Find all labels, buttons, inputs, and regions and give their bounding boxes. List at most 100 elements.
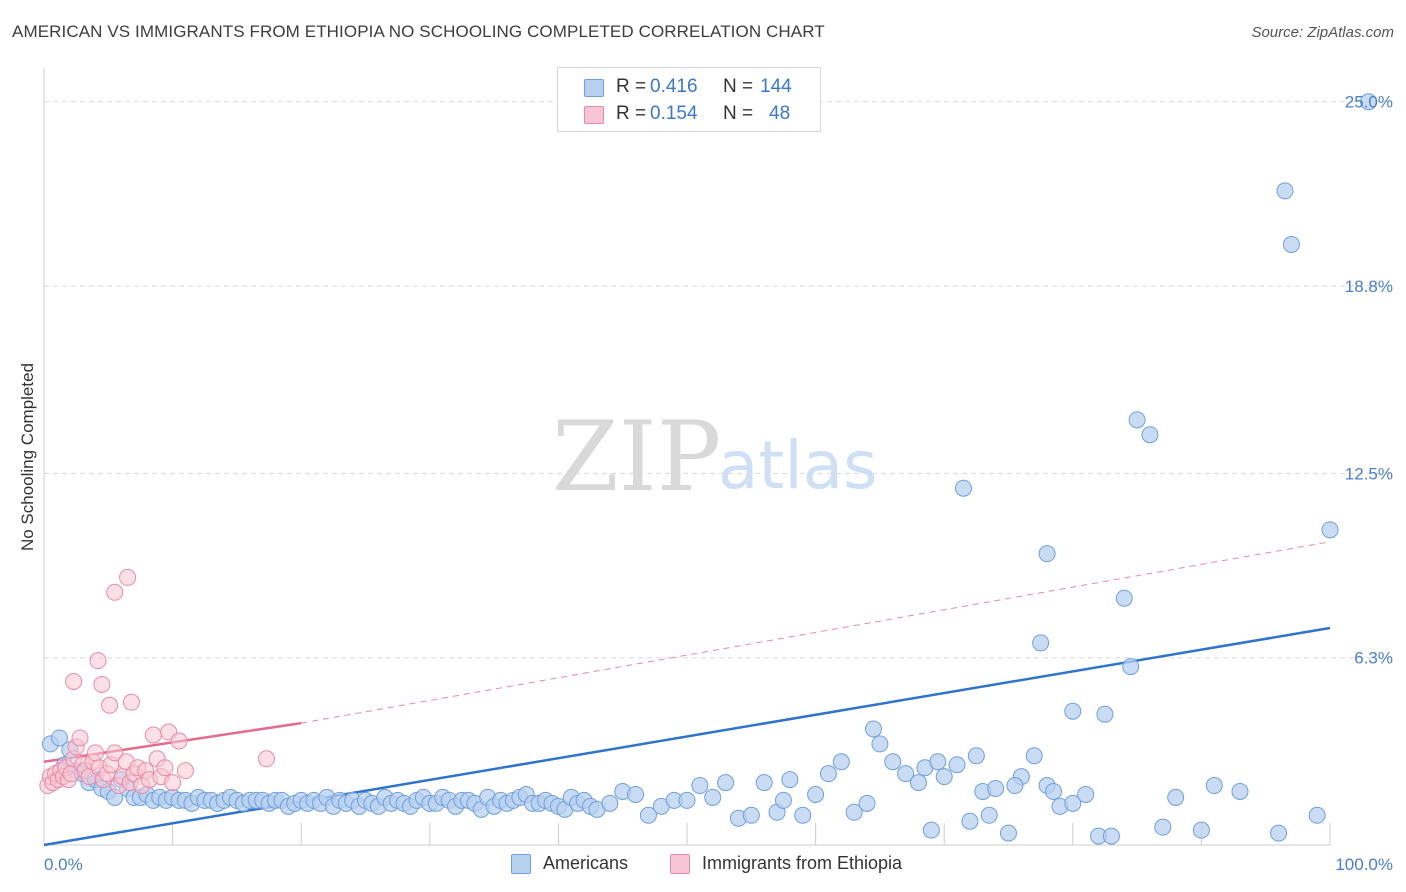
point-americans: [1122, 658, 1140, 676]
point-americans: [858, 794, 876, 812]
r-label: R =: [616, 76, 647, 97]
point-americans: [864, 720, 882, 738]
y-tick-label: 6.3%: [1354, 649, 1393, 668]
y-axis-label: No Schooling Completed: [18, 363, 37, 551]
point-americans: [948, 756, 966, 774]
point-immigrants-from-ethiopia: [164, 774, 182, 792]
source-credit: Source: ZipAtlas.com: [1251, 24, 1394, 41]
n-label: N =: [723, 103, 754, 124]
point-americans: [1205, 777, 1223, 795]
point-americans: [781, 771, 799, 789]
point-americans: [678, 791, 696, 809]
point-americans: [819, 765, 837, 783]
y-tick-label: 25.0%: [1345, 93, 1393, 112]
point-americans: [755, 774, 773, 792]
legend-swatch-americans: [511, 854, 531, 874]
point-americans: [1006, 777, 1024, 795]
x-tick-labels: 0.0% 100.0%: [44, 855, 1393, 874]
watermark-zip: ZIP: [552, 401, 721, 513]
point-immigrants-from-ethiopia: [257, 750, 275, 768]
point-immigrants-from-ethiopia: [65, 672, 83, 690]
point-americans: [1192, 821, 1210, 839]
point-americans: [922, 821, 940, 839]
point-americans: [50, 729, 68, 747]
point-americans: [980, 806, 998, 824]
point-immigrants-from-ethiopia: [71, 729, 89, 747]
point-americans: [1115, 589, 1133, 607]
point-americans: [1025, 747, 1043, 765]
series-immigrants-from-ethiopia: [39, 568, 275, 795]
point-americans: [1064, 794, 1082, 812]
chart-title: AMERICAN VS IMMIGRANTS FROM ETHIOPIA NO …: [12, 22, 825, 41]
r-value: 0.416: [650, 76, 698, 97]
point-americans: [639, 806, 657, 824]
point-americans: [967, 747, 985, 765]
point-americans: [807, 785, 825, 803]
point-immigrants-from-ethiopia: [86, 744, 104, 762]
point-americans: [1038, 545, 1056, 563]
stats-row-americans: R = 0.416 N = 144: [558, 75, 820, 101]
x-tick-label: 100.0%: [1335, 855, 1393, 874]
point-americans: [897, 765, 915, 783]
point-americans: [717, 774, 735, 792]
watermark-atlas: atlas: [718, 427, 878, 504]
legend-swatch-ethiopia: [670, 854, 690, 874]
point-americans: [935, 768, 953, 786]
point-americans: [1102, 827, 1120, 845]
point-americans: [1141, 426, 1159, 444]
r-label: R =: [616, 103, 647, 124]
point-americans: [742, 806, 760, 824]
point-americans: [1154, 818, 1172, 836]
x-tick-label: 0.0%: [44, 855, 83, 874]
point-americans: [954, 479, 972, 497]
point-immigrants-from-ethiopia: [170, 732, 188, 750]
stats-box: R = 0.416 N = 144 R = 0.154 N = 48: [557, 67, 821, 132]
point-americans: [627, 785, 645, 803]
point-immigrants-from-ethiopia: [144, 726, 162, 744]
point-americans: [704, 788, 722, 806]
n-value: 48: [769, 103, 791, 124]
point-americans: [929, 753, 947, 771]
point-americans: [1308, 806, 1326, 824]
point-immigrants-from-ethiopia: [156, 759, 174, 777]
point-americans: [1000, 824, 1017, 842]
point-americans: [961, 812, 979, 830]
point-americans: [794, 806, 812, 824]
point-americans: [601, 794, 619, 812]
point-americans: [1128, 411, 1146, 429]
americans-swatch: [584, 79, 604, 97]
ethiopia-swatch: [584, 106, 604, 124]
point-americans: [1321, 521, 1339, 539]
point-americans: [1045, 782, 1063, 800]
point-americans: [1360, 93, 1378, 111]
y-tick-label: 18.8%: [1345, 277, 1393, 296]
point-americans: [884, 753, 902, 771]
point-immigrants-from-ethiopia: [122, 693, 140, 711]
point-immigrants-from-ethiopia: [106, 744, 124, 762]
point-immigrants-from-ethiopia: [106, 583, 124, 601]
point-immigrants-from-ethiopia: [93, 675, 111, 693]
point-immigrants-from-ethiopia: [176, 762, 194, 780]
point-americans: [871, 735, 889, 753]
point-americans: [1096, 705, 1114, 723]
legend-label-americans: Americans: [543, 853, 629, 873]
legend-label-ethiopia: Immigrants from Ethiopia: [702, 853, 903, 873]
point-americans: [1032, 634, 1050, 652]
n-label: N =: [723, 76, 754, 97]
point-americans: [1064, 702, 1082, 720]
point-americans: [691, 777, 709, 795]
point-americans: [774, 791, 792, 809]
point-immigrants-from-ethiopia: [89, 652, 107, 670]
point-americans: [1276, 182, 1294, 200]
point-americans: [1077, 785, 1095, 803]
y-tick-label: 12.5%: [1345, 464, 1393, 483]
grid-lines: [44, 101, 1390, 659]
axes: [43, 68, 1331, 846]
point-americans: [909, 774, 927, 792]
r-value: 0.154: [650, 103, 698, 124]
point-americans: [1231, 782, 1249, 800]
point-immigrants-from-ethiopia: [101, 696, 119, 714]
legend: Americans Immigrants from Ethiopia: [0, 851, 1406, 879]
point-americans: [1270, 824, 1288, 842]
